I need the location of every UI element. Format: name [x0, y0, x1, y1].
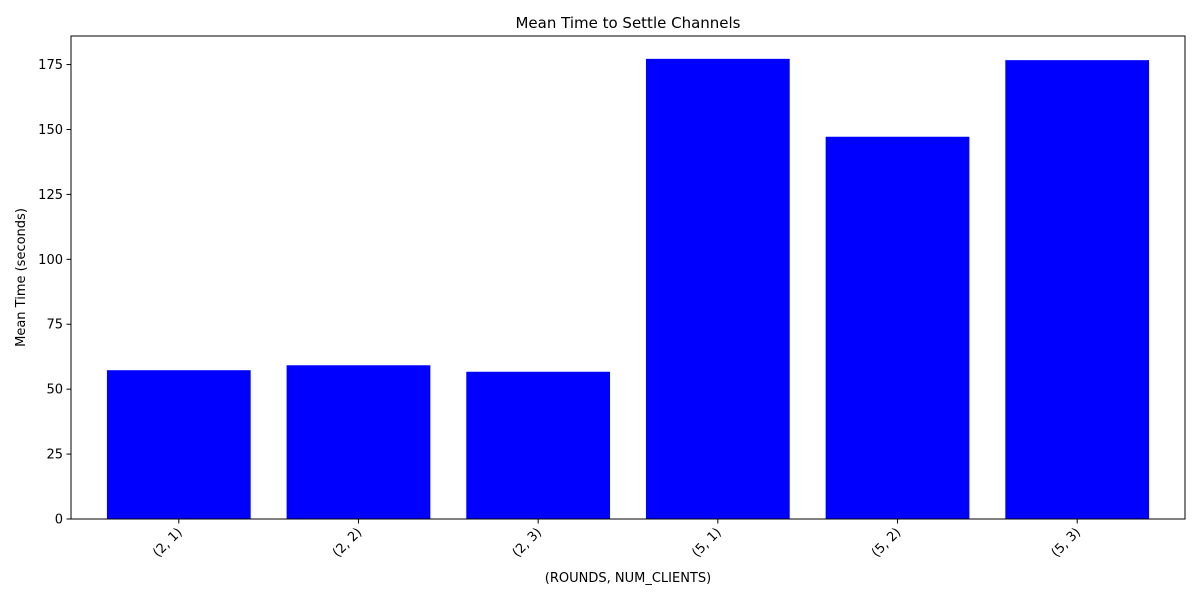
x-ticks-group: (2, 1) (2, 2) (2, 3) (5, 1) (5, 2) (5, 3)	[150, 519, 1084, 561]
bar	[825, 136, 970, 520]
x-tick-label: (5, 2)	[869, 525, 904, 560]
y-tick-label: 150	[38, 123, 63, 138]
x-tick-label: (2, 2)	[330, 525, 365, 560]
x-tick-label: (2, 1)	[150, 525, 185, 560]
y-tick-label: 75	[46, 318, 63, 333]
y-tick-label: 100	[38, 253, 63, 268]
x-tick-label: (2, 3)	[510, 525, 545, 560]
y-ticks-group: 0 25 50 75 100 125 150 175	[38, 58, 71, 528]
bar	[645, 58, 790, 519]
y-axis-label-group: Mean Time (seconds)	[14, 208, 29, 347]
bar	[106, 370, 251, 519]
y-tick-label: 125	[38, 188, 63, 203]
y-tick-label: 0	[55, 513, 63, 528]
bar	[466, 371, 611, 519]
y-tick-label: 50	[46, 383, 63, 398]
bars-group	[106, 58, 1150, 520]
y-tick-label: 25	[46, 448, 63, 463]
y-tick-label: 175	[38, 58, 63, 73]
bar	[1005, 60, 1150, 520]
x-tick-label: (5, 3)	[1049, 525, 1084, 560]
y-axis-label: Mean Time (seconds)	[14, 208, 29, 347]
plot-frame	[70, 35, 1186, 520]
x-tick-label: (5, 1)	[689, 525, 724, 560]
x-axis-label: (ROUNDS, NUM_CLIENTS)	[545, 571, 711, 586]
bar	[286, 365, 431, 519]
chart-title: Mean Time to Settle Channels	[515, 14, 740, 32]
